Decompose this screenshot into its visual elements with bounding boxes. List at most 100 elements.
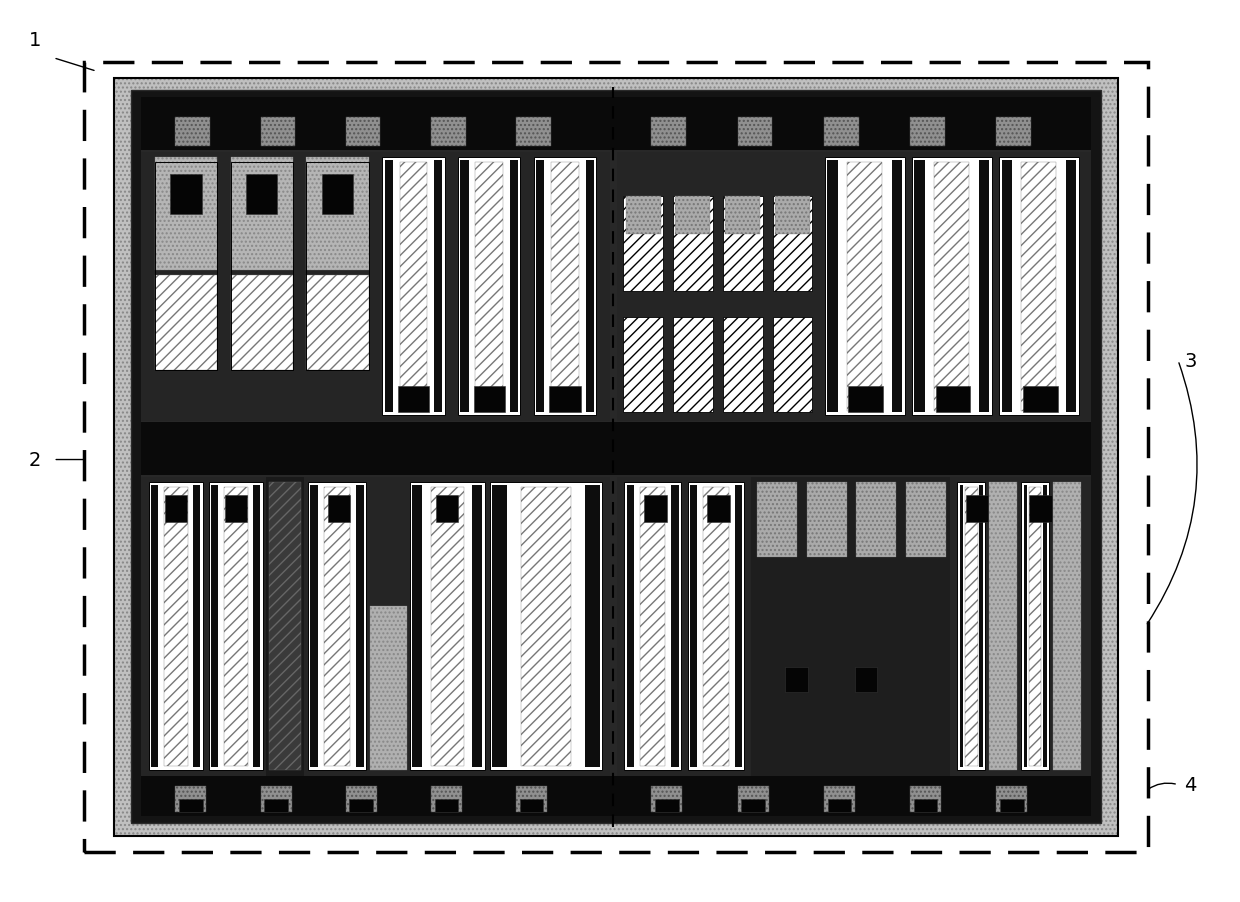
Bar: [549, 387, 580, 412]
Bar: [965, 487, 977, 766]
Bar: [224, 487, 248, 766]
Bar: [655, 799, 678, 812]
Bar: [430, 118, 465, 147]
Bar: [399, 162, 427, 411]
Bar: [141, 776, 1091, 816]
Bar: [552, 162, 579, 411]
Bar: [141, 776, 1091, 816]
Bar: [980, 485, 983, 768]
Bar: [434, 799, 458, 812]
Bar: [738, 118, 773, 147]
Bar: [131, 91, 1101, 824]
Bar: [999, 158, 1079, 416]
Bar: [847, 162, 882, 411]
Bar: [84, 63, 1148, 852]
Bar: [627, 485, 635, 768]
Bar: [957, 483, 986, 770]
Text: 2: 2: [29, 450, 41, 470]
Bar: [193, 485, 200, 768]
Bar: [906, 483, 946, 557]
Bar: [827, 799, 851, 812]
Bar: [703, 487, 729, 766]
Bar: [676, 198, 711, 235]
Bar: [141, 98, 1091, 151]
Bar: [412, 485, 422, 768]
Bar: [141, 423, 1091, 475]
Bar: [264, 799, 288, 812]
Bar: [430, 787, 461, 812]
Bar: [997, 787, 1028, 812]
Bar: [329, 495, 351, 522]
Bar: [966, 495, 988, 522]
Bar: [350, 799, 373, 812]
Bar: [689, 485, 697, 768]
Bar: [934, 162, 970, 411]
Bar: [723, 198, 763, 291]
Bar: [141, 98, 1091, 151]
Bar: [708, 495, 730, 522]
Bar: [155, 163, 217, 370]
Bar: [436, 495, 459, 522]
Bar: [306, 276, 368, 370]
Bar: [269, 483, 301, 770]
Bar: [785, 667, 807, 692]
Bar: [738, 787, 769, 812]
Bar: [1053, 483, 1081, 770]
Bar: [1001, 799, 1024, 812]
Bar: [324, 487, 350, 766]
Bar: [857, 483, 897, 557]
Bar: [141, 423, 1091, 475]
Bar: [807, 483, 847, 557]
Bar: [978, 161, 990, 413]
Bar: [723, 318, 763, 412]
Bar: [856, 667, 878, 692]
Bar: [310, 485, 317, 768]
Bar: [823, 787, 854, 812]
Text: 1: 1: [29, 31, 41, 51]
Bar: [687, 483, 744, 770]
Bar: [990, 483, 1017, 770]
Bar: [910, 118, 945, 147]
Bar: [141, 98, 1091, 151]
Bar: [208, 483, 263, 770]
Bar: [175, 787, 206, 812]
Text: 4: 4: [1184, 775, 1197, 795]
Bar: [892, 161, 901, 413]
Bar: [474, 387, 505, 412]
Bar: [516, 118, 551, 147]
Bar: [175, 118, 210, 147]
Bar: [460, 161, 469, 413]
Bar: [651, 787, 682, 812]
Bar: [645, 495, 667, 522]
Bar: [306, 163, 368, 370]
Bar: [585, 161, 594, 413]
Bar: [472, 485, 482, 768]
Bar: [149, 483, 202, 770]
Bar: [211, 485, 218, 768]
Bar: [1029, 495, 1052, 522]
Bar: [260, 118, 295, 147]
Bar: [510, 161, 518, 413]
Text: 3: 3: [1184, 351, 1197, 371]
Bar: [1023, 387, 1058, 412]
Bar: [308, 483, 366, 770]
Bar: [224, 495, 247, 522]
Bar: [773, 198, 812, 291]
Bar: [773, 318, 812, 412]
Bar: [825, 158, 904, 416]
Bar: [346, 787, 377, 812]
Bar: [673, 198, 713, 291]
Bar: [725, 198, 760, 235]
Bar: [521, 487, 570, 766]
Bar: [775, 198, 810, 235]
Bar: [997, 118, 1032, 147]
Bar: [734, 485, 742, 768]
Bar: [626, 198, 661, 235]
Bar: [914, 799, 937, 812]
Bar: [624, 318, 663, 412]
Bar: [141, 423, 1091, 475]
Bar: [910, 787, 941, 812]
Bar: [322, 175, 353, 215]
Bar: [267, 477, 304, 776]
Bar: [1023, 485, 1027, 768]
